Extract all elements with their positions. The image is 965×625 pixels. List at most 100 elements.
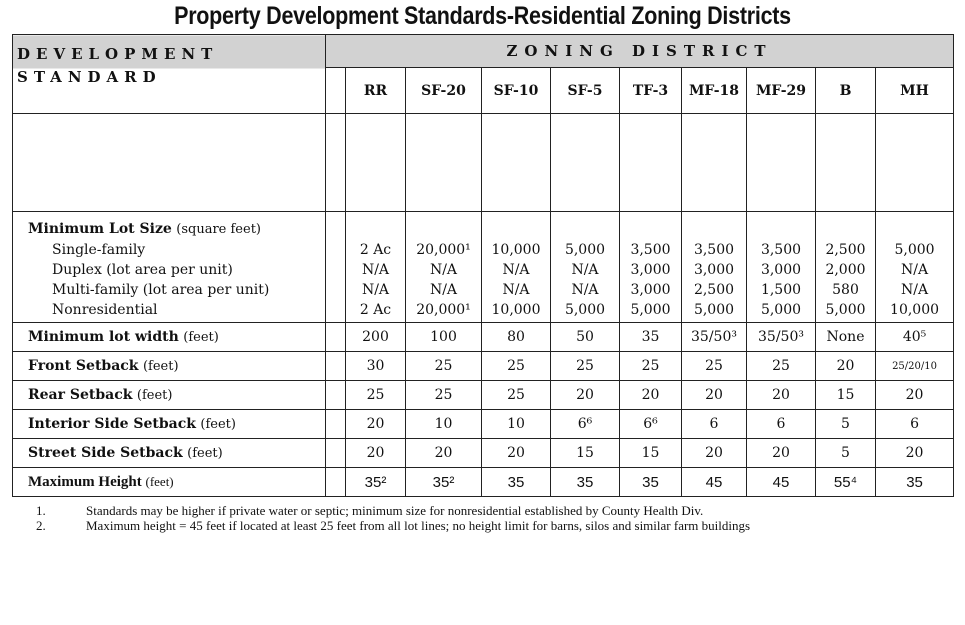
sub-row-label: Single-family bbox=[52, 242, 146, 258]
header-text: STANDARD bbox=[17, 68, 162, 86]
cell-sf-20: 35² bbox=[405, 467, 482, 497]
cell-b: 20 bbox=[815, 351, 876, 381]
cell-mh: 35 bbox=[874, 467, 955, 497]
cell-mf-29: 20 bbox=[746, 380, 816, 410]
table-row: Rear Setback (feet) 25 25 25 20 20 20 20 15 20 bbox=[12, 380, 955, 410]
table-row: Front Setback (feet) 30 25 25 25 25 25 25 20 25/2… bbox=[12, 351, 955, 381]
cell-value: 3,000 bbox=[630, 262, 671, 278]
cell-value: 5,000 bbox=[693, 302, 735, 318]
cell-mf-29: 3,500 3,000 1,500 5,000 bbox=[746, 211, 816, 323]
table-row: Minimum lot width (feet) 200 100 80 50 35 35/5… bbox=[12, 322, 955, 352]
cell-tf-3: 3,500 3,000 3,000 5,000 bbox=[619, 211, 682, 323]
cell-sf-5: 6⁶ bbox=[550, 409, 620, 439]
cell-value: 5,000 bbox=[894, 242, 935, 258]
cell-mh: 20 bbox=[874, 438, 955, 468]
cell-mf-18: 3,500 3,000 2,500 5,000 bbox=[681, 211, 747, 323]
row-label: Minimum lot width (feet) bbox=[12, 322, 326, 352]
row-label-text: Maximum Height bbox=[28, 473, 142, 490]
table-row: Street Side Setback (feet) 20 20 20 15 15 20 20… bbox=[12, 438, 955, 468]
cell-mf-18: 45 bbox=[681, 467, 747, 497]
row-label: Front Setback (feet) bbox=[12, 351, 326, 381]
row-label-text: Front Setback bbox=[28, 358, 139, 374]
cell-value: 1,500 bbox=[760, 282, 802, 298]
footnote-number: 2. bbox=[36, 518, 46, 533]
cell-value: 5,000 bbox=[564, 242, 606, 258]
cell-rr: 20 bbox=[345, 409, 406, 439]
footnote: 1. Standards may be higher if private wat… bbox=[36, 503, 750, 518]
row-label-text: Rear Setback bbox=[28, 387, 133, 403]
cell-sf-20: 25 bbox=[405, 380, 482, 410]
cell-mf-18: 25 bbox=[681, 351, 747, 381]
footnote-number: 1. bbox=[36, 503, 46, 518]
blank-cell bbox=[345, 113, 406, 212]
cell-b: 15 bbox=[815, 380, 876, 410]
cell-value: 3,000 bbox=[630, 282, 671, 298]
blank-cell bbox=[405, 113, 482, 212]
row-label: Maximum Height (feet) bbox=[12, 467, 326, 497]
cell-value: N/A bbox=[429, 262, 458, 278]
cell-value: 2 Ac bbox=[359, 242, 392, 258]
cell-rr: 35² bbox=[345, 467, 406, 497]
cell-value: N/A bbox=[571, 282, 599, 298]
cell-b: 55⁴ bbox=[815, 467, 876, 497]
cell-mh: 6 bbox=[874, 409, 955, 439]
district-header-mf-29: MF-29 bbox=[746, 67, 816, 114]
blank-cell bbox=[874, 113, 955, 212]
cell-value: 20,000¹ bbox=[416, 302, 471, 318]
cell-b: 5 bbox=[815, 438, 876, 468]
cell-value: 580 bbox=[832, 282, 859, 298]
development-standards-table: DEVELOPMENT STANDARD ZONING DISTRICT RR S… bbox=[12, 34, 955, 497]
spacer-cell bbox=[325, 409, 346, 439]
district-header-sf-5: SF-5 bbox=[550, 67, 620, 114]
cell-b: 2,500 2,000 580 5,000 bbox=[815, 211, 876, 323]
cell-sf-10: 10 bbox=[481, 409, 551, 439]
cell-sf-5: 15 bbox=[550, 438, 620, 468]
blank-cell bbox=[746, 113, 816, 212]
cell-value: N/A bbox=[429, 282, 458, 298]
row-label: Interior Side Setback (feet) bbox=[12, 409, 326, 439]
cell-value: N/A bbox=[502, 262, 530, 278]
cell-value: N/A bbox=[900, 282, 929, 298]
cell-value: 5,000 bbox=[825, 302, 866, 318]
cell-sf-5: 20 bbox=[550, 380, 620, 410]
cell-value: N/A bbox=[900, 262, 929, 278]
district-header-mf-18: MF-18 bbox=[681, 67, 747, 114]
cell-value: 10,000 bbox=[491, 302, 541, 318]
cell-mf-29: 20 bbox=[746, 438, 816, 468]
row-label-text: Interior Side Setback bbox=[28, 416, 196, 432]
cell-value: 5,000 bbox=[760, 302, 802, 318]
blank-cell bbox=[681, 113, 747, 212]
row-label-text: Street Side Setback bbox=[28, 445, 183, 461]
spacer-cell bbox=[325, 67, 346, 114]
cell-value: N/A bbox=[361, 282, 390, 298]
cell-rr: 20 bbox=[345, 438, 406, 468]
footnotes: 1. Standards may be higher if private wat… bbox=[36, 503, 750, 535]
district-header-sf-20: SF-20 bbox=[405, 67, 482, 114]
cell-rr: 2 Ac N/A N/A 2 Ac bbox=[345, 211, 406, 323]
blank-cell bbox=[550, 113, 620, 212]
table-row: Maximum Height (feet) 35² 35² 35 35 35 45 45 55⁴… bbox=[12, 467, 955, 497]
cell-value: 2,500 bbox=[693, 282, 735, 298]
row-label: Rear Setback (feet) bbox=[12, 380, 326, 410]
district-header-sf-10: SF-10 bbox=[481, 67, 551, 114]
row-label-text: Minimum lot width bbox=[28, 329, 179, 345]
spacer-cell bbox=[325, 438, 346, 468]
cell-sf-5: 5,000 N/A N/A 5,000 bbox=[550, 211, 620, 323]
row-unit: (feet) bbox=[145, 473, 174, 489]
cell-value: 3,000 bbox=[760, 262, 802, 278]
cell-value: N/A bbox=[502, 282, 530, 298]
zoning-district-header: ZONING DISTRICT bbox=[324, 34, 955, 68]
cell-value: 2,000 bbox=[825, 262, 866, 278]
row-label-text: Minimum Lot Size bbox=[28, 221, 172, 237]
cell-value: 10,000 bbox=[491, 242, 541, 258]
footnote-text: Standards may be higher if private water… bbox=[86, 503, 704, 518]
header-text: DEVELOPMENT bbox=[17, 45, 219, 63]
blank-cell bbox=[325, 113, 346, 212]
cell-mf-29: 6 bbox=[746, 409, 816, 439]
cell-sf-5: 50 bbox=[550, 322, 620, 352]
row-unit: (feet) bbox=[136, 388, 173, 403]
cell-value: N/A bbox=[361, 262, 390, 278]
cell-mf-18: 35/50³ bbox=[681, 322, 747, 352]
row-label: Minimum Lot Size (square feet) Single-fam… bbox=[12, 211, 326, 323]
cell-tf-3: 35 bbox=[619, 467, 682, 497]
